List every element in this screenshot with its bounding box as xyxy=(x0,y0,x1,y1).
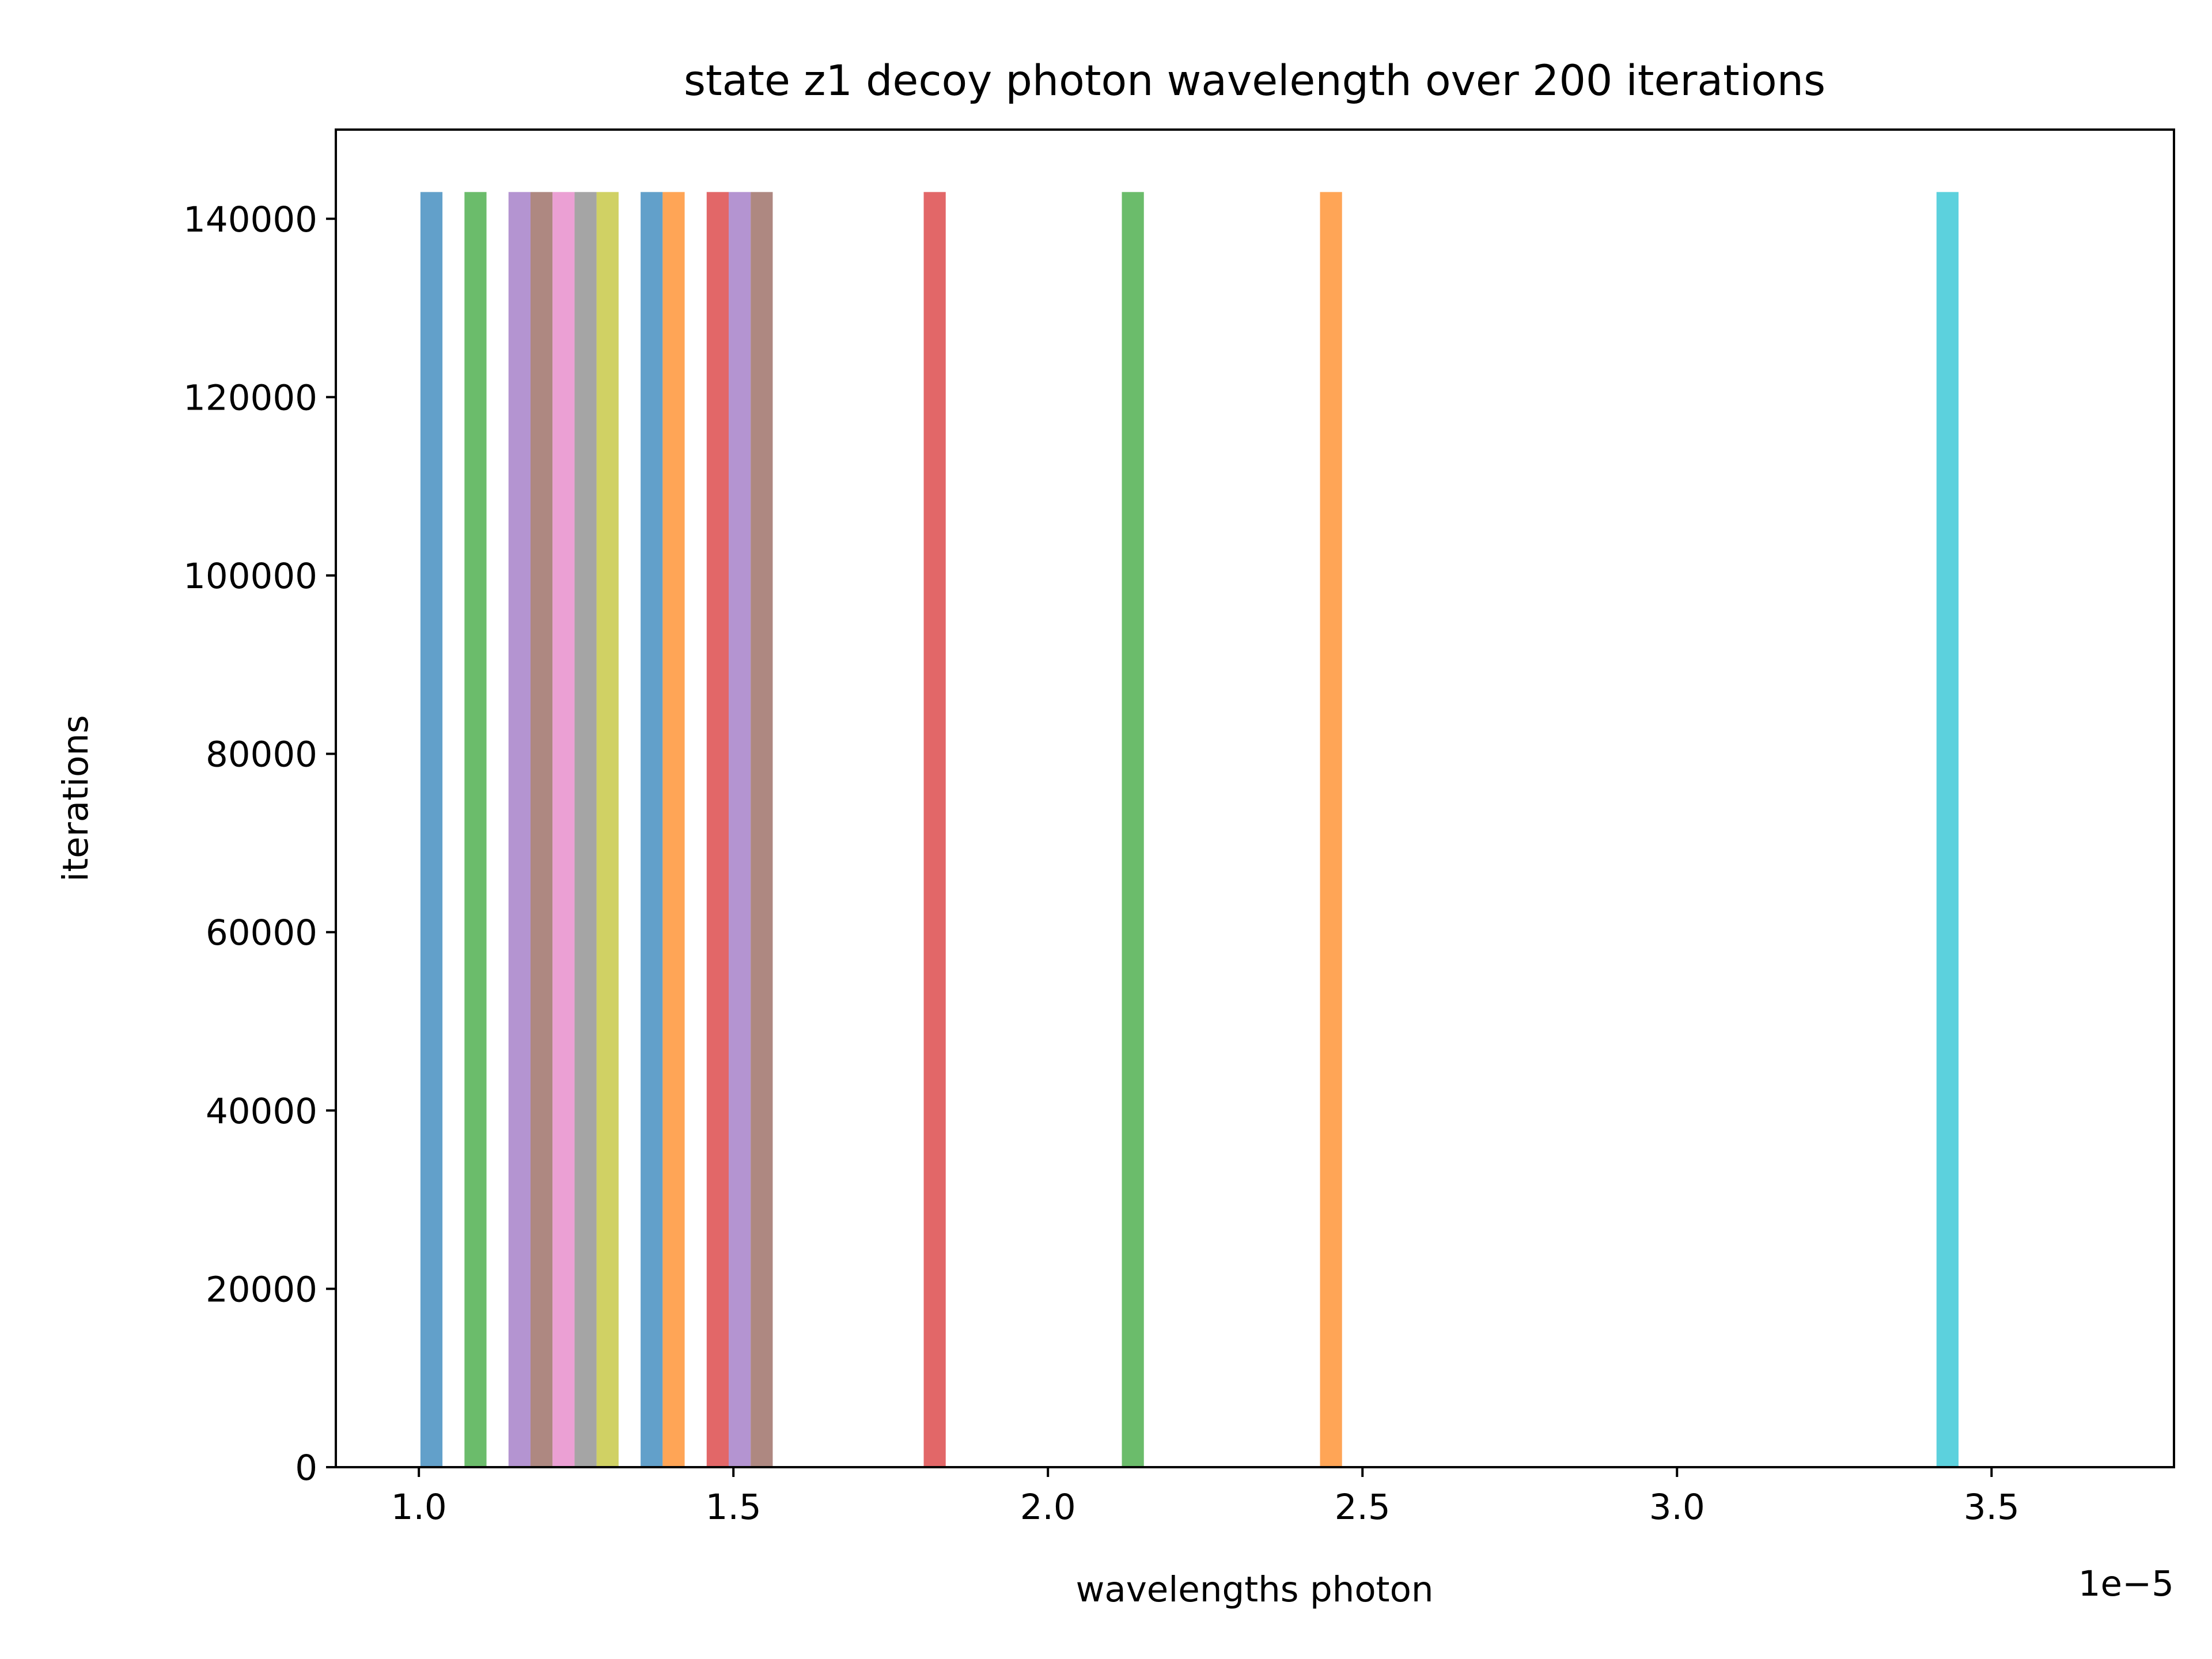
y-tick-label-7: 140000 xyxy=(183,199,317,240)
y-tick-label-1: 20000 xyxy=(206,1269,317,1310)
y-tick-label-6: 120000 xyxy=(183,377,317,418)
histogram-bar-1 xyxy=(464,192,487,1468)
x-axis-offset-label: 1e−5 xyxy=(2078,1563,2174,1604)
histogram-bar-11 xyxy=(751,192,773,1468)
histogram-bar-7 xyxy=(641,192,663,1468)
histogram-bar-5 xyxy=(574,192,597,1468)
y-tick-label-4: 80000 xyxy=(206,734,317,775)
x-tick-label-1: 1.5 xyxy=(706,1487,762,1528)
y-axis-ticks: 0 20000 40000 60000 80000 100000 120000 140000 xyxy=(183,199,336,1488)
x-axis-ticks: 1.0 1.5 2.0 2.5 3.0 3.5 xyxy=(391,1467,2020,1528)
x-axis-label: wavelengths photon xyxy=(1075,1569,1433,1610)
bars-layer xyxy=(420,192,1959,1468)
histogram-bar-0 xyxy=(420,192,443,1468)
histogram-bar-10 xyxy=(728,192,751,1468)
histogram-bar-6 xyxy=(596,192,619,1468)
histogram-bar-3 xyxy=(530,192,553,1468)
y-axis-label: iterations xyxy=(55,715,96,881)
x-tick-label-3: 2.5 xyxy=(1335,1487,1391,1528)
plot-frame xyxy=(335,128,2175,1468)
histogram-bar-12 xyxy=(923,192,946,1468)
y-tick-label-3: 60000 xyxy=(206,912,317,953)
y-tick-label-0: 0 xyxy=(295,1448,317,1488)
histogram-bar-13 xyxy=(1122,192,1144,1468)
x-tick-label-0: 1.0 xyxy=(391,1487,447,1528)
y-tick-label-5: 100000 xyxy=(183,556,317,597)
y-tick-label-2: 40000 xyxy=(206,1091,317,1132)
x-tick-label-5: 3.5 xyxy=(1964,1487,2020,1528)
histogram-bar-9 xyxy=(706,192,729,1468)
histogram-bar-14 xyxy=(1320,192,1342,1468)
histogram-bar-8 xyxy=(662,192,685,1468)
histogram-bar-2 xyxy=(508,192,531,1468)
chart-title: state z1 decoy photon wavelength over 20… xyxy=(684,56,1825,105)
histogram-bar-4 xyxy=(552,192,575,1468)
x-tick-label-2: 2.0 xyxy=(1020,1487,1076,1528)
x-tick-label-4: 3.0 xyxy=(1649,1487,1705,1528)
histogram-bar-15 xyxy=(1936,192,1959,1468)
